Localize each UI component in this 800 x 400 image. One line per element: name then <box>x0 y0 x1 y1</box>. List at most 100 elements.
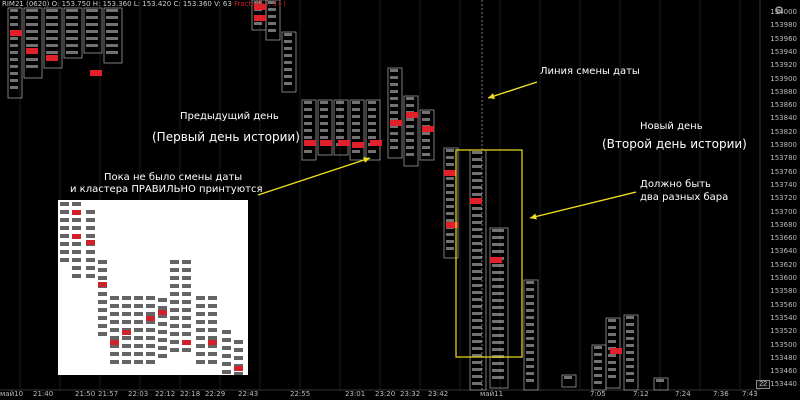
cluster-row <box>526 379 534 382</box>
annotation-should-be-1: Должно быть <box>640 179 711 190</box>
time-tick-label: 7:05 <box>590 390 606 398</box>
inset-cluster-row <box>134 304 143 308</box>
footprint-bar[interactable] <box>365 99 381 161</box>
inset-cluster-row <box>98 300 107 304</box>
time-tick-label: 22:43 <box>238 390 259 398</box>
inset-cluster-row <box>122 344 131 348</box>
footprint-bar[interactable] <box>387 67 403 159</box>
price-tick-label: 153460 <box>770 367 797 376</box>
cluster-row <box>492 313 504 316</box>
arrow-date-change <box>487 81 538 99</box>
footprint-bar[interactable] <box>653 377 669 391</box>
cluster-row <box>336 108 344 111</box>
cluster-row <box>526 365 534 368</box>
time-axis[interactable]: май10 21:40 21:50 21:57 22:03 22:12 22:18 22:29… <box>0 390 760 400</box>
footprint-bar[interactable] <box>301 99 317 161</box>
footprint-bar[interactable] <box>23 7 43 79</box>
inset-cluster-row <box>60 226 69 230</box>
arrow-first-day-head <box>363 157 370 163</box>
cluster-row <box>472 319 482 322</box>
cluster-row <box>492 285 504 288</box>
cluster-row <box>284 75 292 78</box>
footprint-bar[interactable] <box>103 7 123 64</box>
inset-cluster-row <box>72 274 81 278</box>
cluster-row <box>66 9 78 12</box>
inset-cluster-row <box>170 292 179 296</box>
inset-cluster-row <box>208 304 217 308</box>
volume-highlight <box>446 222 458 228</box>
inset-cluster-row <box>98 268 107 272</box>
price-axis[interactable]: 154000 153980 153960 153940 153920 153900 1538… <box>760 0 800 390</box>
inset-cluster-row <box>208 336 217 340</box>
time-tick-label: 7:36 <box>713 390 729 398</box>
inset-cluster-row <box>196 304 205 308</box>
footprint-bar[interactable] <box>63 7 83 59</box>
inset-cluster-row <box>182 276 191 280</box>
footprint-bar[interactable] <box>489 227 509 389</box>
cluster-row <box>492 292 504 295</box>
cluster-row <box>626 351 634 354</box>
inset-cluster-row <box>208 360 217 364</box>
time-tick-label: 21:40 <box>33 390 54 398</box>
cluster-row <box>422 146 430 149</box>
cluster-row <box>594 346 602 349</box>
inset-cluster-row <box>182 300 191 304</box>
cluster-row <box>626 323 634 326</box>
cluster-row <box>472 270 482 273</box>
cluster-row <box>268 1 276 4</box>
cluster-row <box>26 44 38 47</box>
inset-cluster-row <box>60 250 69 254</box>
inset-cluster-row <box>146 344 155 348</box>
footprint-bar[interactable] <box>349 99 365 161</box>
inset-cluster-row <box>196 336 205 340</box>
cluster-row <box>336 129 344 132</box>
cluster-row <box>26 9 38 12</box>
footprint-bar[interactable] <box>281 31 297 93</box>
footprint-bar[interactable] <box>419 109 435 161</box>
footprint-bar[interactable] <box>317 99 333 156</box>
cluster-row <box>66 23 78 26</box>
inset-cluster-row <box>182 284 191 288</box>
cluster-row <box>526 358 534 361</box>
cluster-row <box>472 368 482 371</box>
cluster-row <box>472 340 482 343</box>
inset-cluster-row <box>170 324 179 328</box>
footprint-bar[interactable] <box>7 7 23 99</box>
time-tick-label: 23:20 <box>375 390 396 398</box>
cluster-row <box>472 382 482 385</box>
inset-cluster-row <box>170 260 179 264</box>
cluster-row <box>626 344 634 347</box>
gear-icon[interactable]: ⚙ <box>774 5 784 17</box>
price-tick-label: 153520 <box>770 327 797 336</box>
cluster-row <box>66 16 78 19</box>
volume-highlight <box>370 140 382 146</box>
footprint-bar[interactable] <box>523 279 539 391</box>
cluster-row <box>66 30 78 33</box>
inset-cluster-row <box>158 322 167 326</box>
inset-cluster-row <box>110 304 119 308</box>
inset-highlight <box>72 234 81 239</box>
footprint-bar[interactable] <box>623 314 639 391</box>
cluster-row <box>368 129 376 132</box>
inset-cluster-row <box>182 332 191 336</box>
cluster-row <box>472 158 482 161</box>
cluster-row <box>492 369 504 372</box>
arrow-two-bars <box>529 191 637 219</box>
time-tick-label: 22:18 <box>180 390 201 398</box>
cluster-row <box>106 30 118 33</box>
footprint-bar[interactable] <box>403 95 419 167</box>
cluster-row <box>472 333 482 336</box>
inset-highlight <box>146 316 155 321</box>
inset-cluster-row <box>182 348 191 352</box>
inset-cluster-row <box>60 218 69 222</box>
footprint-bar[interactable] <box>43 7 63 69</box>
footprint-bar[interactable] <box>333 99 349 156</box>
price-tick-label: 153440 <box>770 380 797 389</box>
cluster-row <box>472 375 482 378</box>
cluster-row <box>106 51 118 54</box>
cluster-row <box>368 101 376 104</box>
footprint-bar[interactable] <box>443 147 459 259</box>
footprint-bar[interactable] <box>83 7 103 54</box>
footprint-bar[interactable] <box>561 374 577 388</box>
